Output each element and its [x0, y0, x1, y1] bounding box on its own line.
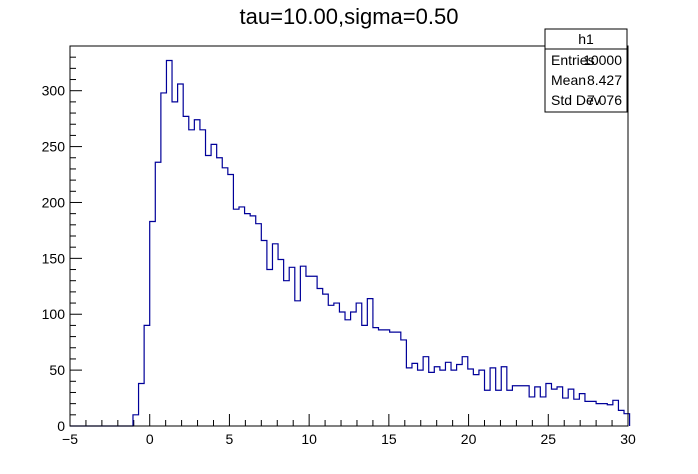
stats-row-label: Mean — [551, 72, 586, 88]
chart-title: tau=10.00,sigma=0.50 — [240, 4, 459, 29]
y-tick-label: 100 — [42, 306, 66, 322]
axis-ticks — [69, 45, 629, 427]
histogram-line — [70, 59, 631, 427]
x-tick-label: 30 — [620, 431, 636, 447]
x-tick-label: 20 — [461, 431, 477, 447]
y-tick-label: 50 — [49, 362, 65, 378]
stats-row-label: Entries — [551, 52, 595, 68]
x-tick-label: −5 — [62, 431, 78, 447]
y-tick-label: 200 — [42, 194, 66, 210]
stats-row-value: 10000 — [583, 52, 622, 68]
x-tick-label: 25 — [540, 431, 556, 447]
x-tick-label: 0 — [146, 431, 154, 447]
y-tick-label: 0 — [57, 418, 65, 434]
y-tick-label: 300 — [42, 83, 66, 99]
stats-box-name: h1 — [578, 31, 594, 47]
stats-row-value: 8.427 — [587, 72, 622, 88]
stats-box-frame — [544, 28, 628, 113]
x-tick-label: 5 — [226, 431, 234, 447]
y-tick-label: 150 — [42, 250, 66, 266]
stats-row-label: Std Dev — [551, 92, 601, 108]
stats-row-value: 7.076 — [587, 92, 622, 108]
plot-frame — [69, 45, 629, 427]
x-tick-label: 15 — [381, 431, 397, 447]
x-tick-label: 10 — [301, 431, 317, 447]
y-tick-label: 250 — [42, 139, 66, 155]
